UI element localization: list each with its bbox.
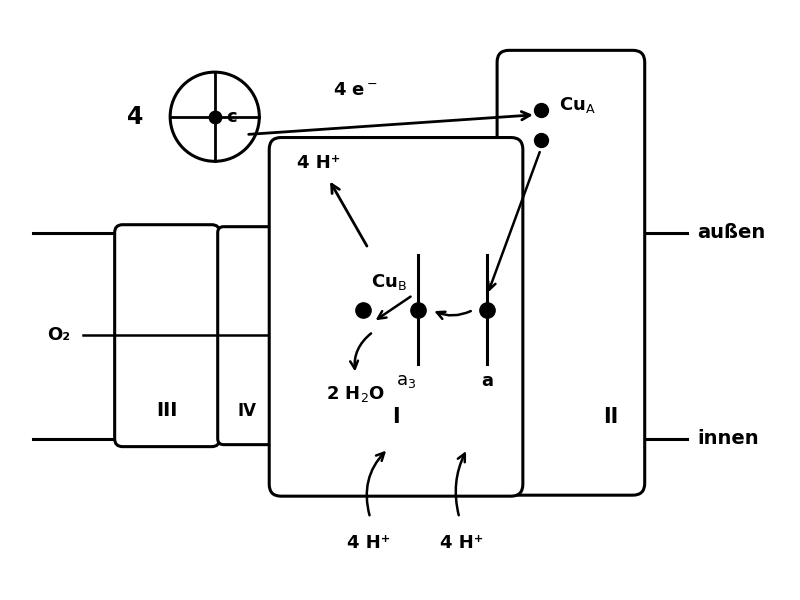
Text: Cu$_\mathrm{A}$: Cu$_\mathrm{A}$ (558, 95, 595, 115)
Text: II: II (603, 407, 618, 427)
Text: 2 H$_2$O: 2 H$_2$O (326, 384, 385, 404)
Text: Cu$_\mathrm{B}$: Cu$_\mathrm{B}$ (371, 272, 407, 292)
Text: innen: innen (698, 429, 759, 448)
Text: 4 H⁺: 4 H⁺ (297, 154, 341, 172)
Text: a: a (481, 372, 493, 390)
FancyBboxPatch shape (114, 225, 220, 446)
Text: 4 H⁺: 4 H⁺ (346, 534, 390, 552)
FancyBboxPatch shape (218, 227, 277, 445)
Text: $\mathrm{a_3}$: $\mathrm{a_3}$ (396, 372, 416, 390)
Text: 4 e$^-$: 4 e$^-$ (333, 81, 378, 99)
Text: außen: außen (698, 223, 766, 242)
FancyBboxPatch shape (497, 50, 645, 495)
Text: O₂: O₂ (46, 326, 70, 344)
Text: c: c (226, 108, 238, 126)
Text: I: I (392, 407, 400, 427)
FancyBboxPatch shape (270, 137, 523, 496)
Text: 4 H⁺: 4 H⁺ (440, 534, 483, 552)
Text: IV: IV (238, 402, 257, 420)
Text: III: III (157, 401, 178, 421)
Text: 4: 4 (127, 105, 144, 129)
